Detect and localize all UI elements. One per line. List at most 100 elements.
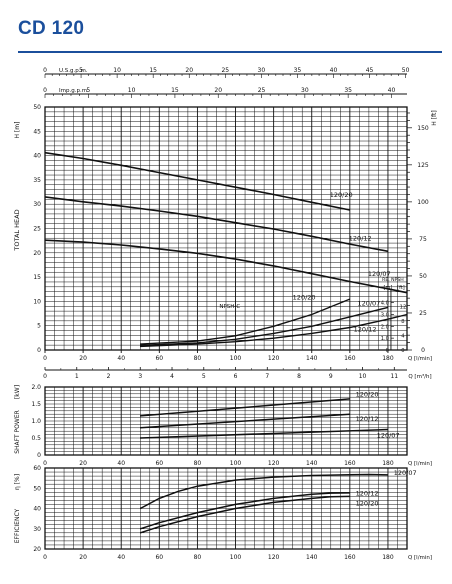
head-x-tick-label: 100: [230, 355, 242, 362]
head-y-label: TOTAL HEAD: [13, 209, 21, 251]
head-x-tick-label: 60: [155, 355, 163, 362]
head-series-label: 120/12: [349, 235, 372, 243]
head-y-tick-label: 45: [33, 128, 41, 135]
m3h-tick-label: 1: [75, 373, 79, 380]
power-frame: [44, 386, 408, 456]
power-series-label: 120/20: [356, 391, 379, 399]
eff-y-unit: η [%]: [14, 474, 21, 490]
head-right-axis-label: H [ft]: [431, 110, 438, 125]
eff-x-tick-label: 80: [194, 554, 202, 561]
efficiency-frame: [44, 467, 408, 550]
power-x-tick-label: 180: [382, 460, 394, 467]
head-right-tick-label: 25: [419, 310, 427, 317]
power-x-tick-label: 160: [344, 460, 356, 467]
eff-x-tick-label: 0: [43, 554, 47, 561]
power-x-tick-label: 40: [117, 460, 125, 467]
head-series-label: 120/07: [368, 270, 391, 278]
head-curve-120-07: [44, 239, 408, 294]
npsh-tick-label-ft: 12: [400, 305, 407, 311]
npsh-unit-ft: [ft]: [397, 285, 405, 291]
power-x-tick-label: 60: [155, 460, 163, 467]
eff-x-tick-label: 40: [117, 554, 125, 561]
npsh-label: NPSH-C: [219, 304, 240, 310]
npsh-tick-label-m: 1.0: [381, 336, 389, 342]
top-axis-tick-label: 35: [294, 67, 302, 74]
power-y-tick-label: 2.0: [31, 384, 41, 391]
head-x-tick-label: 140: [306, 355, 318, 362]
m3h-tick-label: 3: [138, 373, 142, 380]
npsh-series-label: 120/07: [357, 299, 380, 307]
npsh-curve-120-07: [140, 313, 408, 348]
top-axis-tick-label: 30: [258, 67, 266, 74]
head-y-tick-label: 10: [33, 298, 41, 305]
eff-x-tick-label: 20: [79, 554, 87, 561]
head-x-tick-label: 120: [268, 355, 280, 362]
eff-x-tick-label: 120: [268, 554, 280, 561]
top-axis-tick-label: 0: [43, 67, 47, 74]
head-y-tick-label: 15: [33, 274, 41, 281]
top-axis-tick-label: 25: [221, 67, 229, 74]
npsh-tick-label-ft: 8: [401, 319, 404, 325]
npsh-series-label: 120/12: [354, 326, 377, 334]
head-right-tick-label: 50: [419, 273, 427, 280]
head-right-tick-label: 0: [421, 347, 425, 354]
head-y-unit-left: H [m]: [14, 122, 21, 139]
npsh-tick-label-ft: 0: [401, 348, 404, 354]
head-series-label: 120/20: [330, 191, 353, 199]
title-underline: [18, 51, 442, 53]
power-x-tick-label: 140: [306, 460, 318, 467]
top-axis-tick-label: 30: [301, 87, 309, 94]
pump-performance-chart: 0 5 10 15 20 25 30 35 40 45 50U.S.g.p.m.0 5 10 15 20 25…: [13, 67, 438, 561]
head-right-tick-label: 75: [419, 236, 427, 243]
npsh-unit-m: [m]: [384, 285, 393, 291]
npsh-tick-label-m: 4.0: [381, 301, 389, 307]
power-y-unit: [kW]: [14, 385, 21, 399]
m3h-tick-label: 6: [234, 373, 238, 380]
eff-x-label: Q [l/min]: [408, 555, 432, 561]
m3h-tick-label: 8: [297, 373, 301, 380]
m3h-tick-label: 0: [43, 373, 47, 380]
head-y-tick-label: 40: [33, 153, 41, 160]
eff-y-tick-label: 40: [33, 506, 41, 513]
head-frame: [44, 106, 408, 351]
top-axis-tick-label: 40: [330, 67, 338, 74]
top-axis-tick-label: 15: [171, 87, 179, 94]
power-y-tick-label: 1.5: [31, 401, 41, 408]
top-axis-tick-label: 45: [366, 67, 374, 74]
head-right-tick-label: 100: [417, 199, 429, 206]
power-x-label: Q [l/min]: [408, 461, 432, 467]
power-y-tick-label: 1.0: [31, 418, 41, 425]
npsh-curve-120-20: [140, 298, 351, 345]
head-y-tick-label: 0: [37, 347, 41, 354]
top-axis-tick-label: 5: [79, 67, 83, 74]
top-axis-tick-label: 10: [128, 87, 136, 94]
top-axis-label: Imp.g.p.m.: [59, 88, 89, 94]
head-x-tick-label: 40: [117, 355, 125, 362]
eff-x-tick-label: 60: [155, 554, 163, 561]
npsh-tick-label-m: 2.0: [381, 324, 389, 330]
top-axis-tick-label: 20: [185, 67, 193, 74]
eff-y-tick-label: 60: [33, 465, 41, 472]
power-y-label: SHAFT POWER: [14, 410, 21, 454]
npsh-tick-label-m: 0: [386, 348, 389, 354]
eff-series-label: 120/07: [394, 469, 417, 477]
power-x-tick-label: 0: [43, 460, 47, 467]
power-series-label: 120/07: [377, 431, 400, 439]
grid-layer: [44, 73, 412, 550]
power-series-label: 120/12: [356, 415, 379, 423]
head-right-tick-label: 150: [417, 125, 429, 132]
top-axis-tick-label: 5: [86, 87, 90, 94]
head-y-tick-label: 25: [33, 226, 41, 233]
head-y-tick-label: 35: [33, 177, 41, 184]
npsh-tick-label-ft: 4: [401, 334, 405, 340]
npsh-tick-label-m: 3.0: [381, 312, 389, 318]
eff-curve-120-20: [140, 495, 350, 534]
power-curve-120-20: [140, 398, 350, 417]
eff-series-label: 120/20: [356, 499, 379, 507]
power-y-tick-label: 0: [37, 452, 41, 459]
power-y-tick-label: 0.5: [31, 435, 41, 442]
head-y-tick-label: 5: [37, 323, 41, 330]
m3h-tick-label: 11: [390, 373, 398, 380]
head-x-tick-label: 0: [43, 355, 47, 362]
eff-series-label: 120/12: [356, 489, 379, 497]
